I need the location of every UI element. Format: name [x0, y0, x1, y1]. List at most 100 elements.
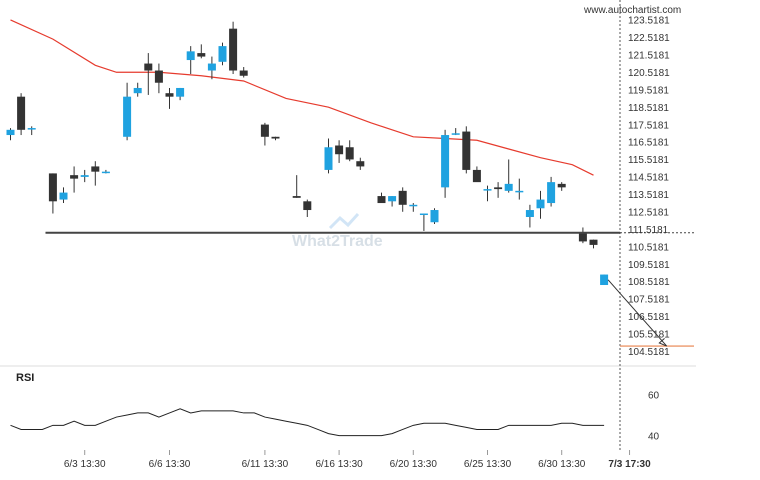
candle-body-up — [123, 96, 132, 137]
price-tick-label: 107.5181 — [628, 295, 670, 306]
candle-body-up — [409, 204, 418, 207]
price-tick-label: 106.5181 — [628, 312, 670, 323]
candle — [17, 93, 26, 136]
time-tick-label: 6/16 13:30 — [315, 459, 363, 470]
candle — [123, 82, 132, 141]
candle — [472, 166, 481, 183]
candle-body-up — [451, 133, 460, 135]
candle-body-down — [271, 136, 280, 139]
candle-body-down — [303, 201, 312, 211]
candle — [494, 182, 503, 198]
candle-body-up — [186, 51, 195, 61]
site-label: www.autochartist.com — [583, 5, 681, 16]
candle-body-down — [165, 93, 174, 97]
candle — [80, 169, 89, 183]
candle-body-down — [91, 166, 100, 172]
price-tick-label: 110.5181 — [628, 242, 669, 253]
candle-body-up — [483, 189, 492, 191]
time-tick-label: 6/25 13:30 — [464, 459, 512, 470]
candle — [462, 126, 471, 174]
price-axis: 123.5181 122.5181 121.5181 120.5181 119.5181… — [628, 16, 670, 358]
candle — [589, 239, 598, 249]
price-tick-label: 108.5181 — [628, 277, 670, 288]
candle-body-up — [430, 210, 439, 223]
time-tick-label: 7/3 17:30 — [608, 459, 651, 470]
candle-body-down — [229, 28, 238, 71]
candle-body-up — [388, 196, 397, 202]
candle — [451, 128, 460, 136]
levels — [45, 231, 696, 347]
candle — [292, 175, 301, 198]
candle-body-down — [494, 187, 503, 190]
candle-body-up — [80, 175, 89, 177]
candle — [260, 122, 269, 146]
candle-body-down — [462, 131, 471, 170]
price-tick-label: 111.5181 — [628, 225, 669, 236]
candle-body-down — [335, 145, 344, 155]
candle-body-down — [197, 53, 206, 57]
candle — [324, 138, 333, 174]
candle — [335, 140, 344, 163]
candle-body-down — [48, 173, 57, 202]
candle — [70, 166, 79, 193]
candle-body-down — [260, 124, 269, 137]
candle — [197, 44, 206, 59]
candle-body-down — [398, 190, 407, 205]
candle — [419, 213, 428, 231]
candle — [186, 46, 195, 75]
candle — [483, 185, 492, 202]
candle — [398, 187, 407, 212]
candle — [154, 63, 163, 94]
price-tick-label: 122.5181 — [628, 33, 670, 44]
candle-body-up — [419, 213, 428, 216]
candle — [218, 42, 227, 66]
price-tick-label: 117.5181 — [628, 120, 669, 131]
candle — [547, 176, 556, 207]
candle-body-up — [218, 46, 227, 62]
candle — [536, 190, 545, 219]
price-tick-label: 118.5181 — [628, 103, 669, 114]
candle-body-down — [70, 175, 79, 179]
rsi-label: RSI — [16, 372, 34, 384]
time-tick-label: 6/30 13:30 — [538, 459, 586, 470]
candle-body-up — [547, 182, 556, 204]
candle-body-down — [589, 239, 598, 245]
moving-average — [10, 19, 594, 176]
watermark: What2Trade — [292, 212, 383, 250]
candle-body-down — [17, 96, 26, 130]
candle — [557, 182, 566, 191]
price-tick-label: 119.5181 — [628, 85, 669, 96]
time-tick-label: 6/11 13:30 — [242, 459, 289, 470]
candle — [229, 21, 238, 75]
candle-body-down — [472, 169, 481, 183]
candle-body-down — [356, 161, 365, 167]
watermark-text: What2Trade — [292, 233, 383, 250]
ma-line — [10, 19, 594, 176]
price-tick-label: 104.5181 — [628, 347, 670, 358]
candle — [303, 199, 312, 218]
candle — [600, 274, 609, 286]
candle — [388, 196, 397, 207]
candle — [578, 227, 587, 244]
candle — [48, 173, 57, 214]
candles — [6, 21, 609, 286]
candle-body-up — [536, 199, 545, 209]
candle-body-down — [345, 147, 354, 160]
candle-body-up — [600, 274, 609, 286]
candle — [525, 204, 534, 228]
watermark-icon — [328, 212, 360, 230]
candle — [377, 192, 386, 204]
price-tick-label: 121.5181 — [628, 51, 670, 62]
candle-body-up — [6, 129, 15, 136]
candle — [409, 203, 418, 212]
candle-body-down — [292, 196, 301, 198]
candle-body-down — [578, 232, 587, 242]
candle-body-down — [144, 63, 153, 71]
price-tick-label: 116.5181 — [628, 138, 669, 149]
time-tick-label: 6/6 13:30 — [149, 459, 191, 470]
price-tick-label: 105.5181 — [628, 330, 670, 341]
candle — [91, 161, 100, 186]
